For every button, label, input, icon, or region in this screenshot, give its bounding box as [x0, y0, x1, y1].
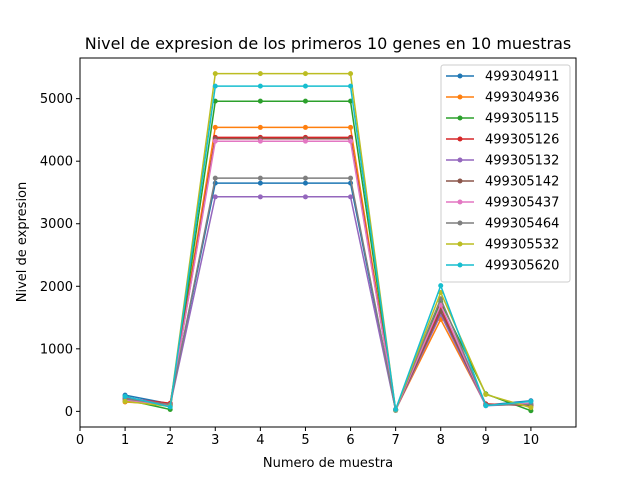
data-point — [257, 180, 263, 186]
data-point — [302, 124, 308, 130]
y-tick-label: 4000 — [40, 155, 73, 170]
data-point — [302, 180, 308, 186]
legend-swatch-marker — [457, 94, 463, 100]
x-tick-label: 8 — [437, 433, 445, 448]
data-point — [257, 98, 263, 104]
data-point — [528, 405, 534, 411]
x-tick-label: 4 — [256, 433, 264, 448]
series-499305620 — [122, 83, 534, 412]
plot-frame — [79, 57, 577, 428]
data-point — [302, 194, 308, 200]
data-point — [348, 71, 354, 77]
data-point — [438, 290, 444, 296]
series-line — [124, 85, 531, 410]
x-tick-label: 2 — [166, 433, 174, 448]
legend-swatch-marker — [457, 178, 463, 184]
x-tick-label: 3 — [211, 433, 219, 448]
data-point — [348, 194, 354, 200]
data-point — [212, 124, 218, 130]
x-tick-label: 6 — [346, 433, 354, 448]
legend-swatch-marker — [457, 73, 463, 79]
legend-label: 499305437 — [485, 196, 559, 211]
legend-swatch-marker — [457, 157, 463, 163]
x-tick-label: 9 — [482, 433, 490, 448]
data-point — [348, 175, 354, 181]
data-point — [528, 398, 534, 404]
series-line — [125, 72, 532, 411]
data-point — [438, 308, 444, 314]
x-tick-label: 7 — [391, 433, 399, 448]
data-point — [302, 98, 308, 104]
data-point — [483, 391, 489, 397]
data-point — [257, 138, 263, 144]
x-tick-label: 0 — [76, 433, 84, 448]
data-point — [212, 175, 218, 181]
data-point — [257, 124, 263, 130]
data-point — [212, 194, 218, 200]
y-tick-label: 5000 — [40, 92, 73, 107]
y-tick-label: 0 — [65, 405, 73, 420]
data-point — [122, 393, 128, 399]
data-point — [257, 83, 263, 89]
y-tick-label: 2000 — [40, 280, 73, 295]
ticks-layer: 0 1 2 3 4 5 6 7 8 9 10 0 1000 2000 3000 4000 5000 — [40, 92, 539, 448]
data-point — [483, 403, 489, 409]
legend: 499304911 499304936 499305115 499305126 4993… — [440, 64, 571, 283]
data-point — [257, 194, 263, 200]
legend-label: 499305142 — [485, 175, 559, 190]
data-point — [122, 398, 128, 404]
legend-swatch-marker — [457, 115, 463, 121]
legend-label: 499304911 — [485, 70, 559, 85]
data-point — [257, 71, 263, 77]
legend-swatch-marker — [457, 199, 463, 205]
data-point — [212, 83, 218, 89]
data-point — [302, 71, 308, 77]
data-point — [257, 175, 263, 181]
x-axis-label: Numero de muestra — [263, 456, 393, 471]
data-point — [302, 138, 308, 144]
data-point — [393, 406, 399, 412]
data-point — [302, 175, 308, 181]
chart-title: Nivel de expresion de los primeros 10 ge… — [85, 34, 571, 53]
legend-label: 499305532 — [485, 238, 559, 253]
legend-swatch-marker — [457, 262, 463, 268]
data-point — [348, 124, 354, 130]
data-point — [212, 71, 218, 77]
data-point — [212, 138, 218, 144]
legend-swatch-marker — [457, 136, 463, 142]
legend-swatch-marker — [457, 241, 463, 247]
legend-label: 499305620 — [485, 259, 559, 274]
x-tick-label: 1 — [121, 433, 129, 448]
legend-label: 499304936 — [485, 91, 559, 106]
legend-swatch-marker — [457, 220, 463, 226]
legend-label: 499305115 — [485, 112, 559, 127]
legend-label: 499305126 — [485, 133, 559, 148]
series-line — [125, 177, 531, 413]
series-line — [124, 100, 532, 414]
data-point — [167, 404, 173, 410]
y-tick-label: 1000 — [40, 342, 73, 357]
series-line — [124, 196, 531, 413]
y-tick-label: 3000 — [40, 217, 73, 232]
data-point — [348, 83, 354, 89]
data-point — [302, 83, 308, 89]
legend-box — [440, 64, 571, 283]
y-axis-label: Nivel de expresion — [15, 182, 30, 303]
series-line — [125, 140, 531, 413]
data-point — [438, 283, 444, 289]
series-layer — [122, 71, 534, 414]
data-point — [438, 302, 444, 308]
data-point — [348, 138, 354, 144]
x-tick-label: 10 — [523, 433, 540, 448]
x-tick-label: 5 — [301, 433, 309, 448]
legend-label: 499305132 — [485, 154, 559, 169]
legend-label: 499305464 — [485, 217, 559, 232]
